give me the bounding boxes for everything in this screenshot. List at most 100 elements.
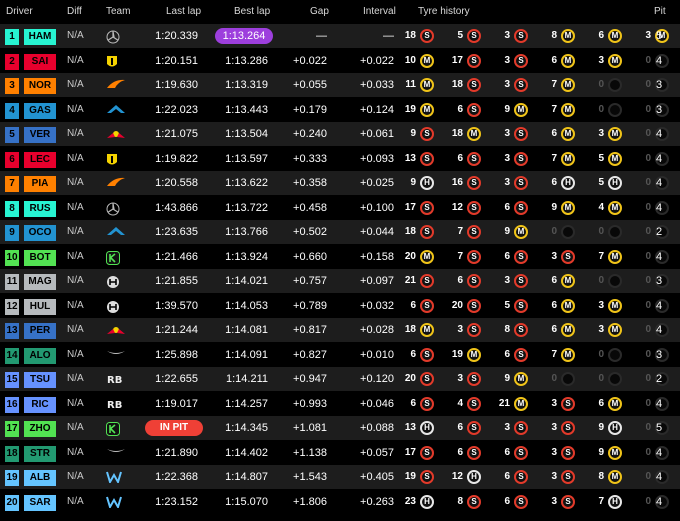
table-row[interactable]: 17 ZHO N/A IN PIT 1:14.345 +1.081 +0.088 13 H 6 S 3…: [0, 416, 680, 440]
table-row[interactable]: 15 TSU N/A RB 1:22.655 1:14.211 +0.947 +0.120 20…: [0, 367, 680, 391]
driver-code[interactable]: GAS: [24, 102, 56, 119]
table-row[interactable]: 2 SAI N/A 1:20.151 1:13.286 +0.022 +0.022 10 M 17…: [0, 48, 680, 73]
diff-value: N/A: [67, 446, 84, 458]
table-row[interactable]: 19 ALB N/A 1:22.368 1:14.807 +1.543 +0.405 19 S 1…: [0, 465, 680, 489]
header-tyre-history[interactable]: Tyre history: [418, 6, 470, 17]
tyre-compound-icon: [608, 225, 622, 239]
driver-code[interactable]: MAG: [24, 274, 56, 290]
driver-code[interactable]: ZHO: [24, 421, 56, 437]
stint-laps: 0: [598, 226, 604, 237]
tyre-compound-icon: H: [420, 176, 434, 190]
tyre-compound-icon: S: [561, 249, 575, 264]
table-row[interactable]: 13 PER N/A 1:21.244 1:14.081 +0.817 +0.028 18 M 3…: [0, 318, 680, 342]
in-pit-badge: IN PIT: [145, 420, 203, 436]
pit-count: 4: [655, 299, 663, 312]
stint-laps: 3: [457, 324, 463, 335]
driver-code[interactable]: SAI: [24, 53, 56, 70]
stint-laps: 6: [551, 299, 557, 311]
driver-code[interactable]: HUL: [24, 298, 56, 315]
stint-laps: 6: [504, 201, 510, 213]
stint-laps: 18: [451, 128, 463, 139]
driver-code[interactable]: BOT: [24, 249, 56, 266]
driver-code[interactable]: VER: [24, 127, 56, 143]
stint-laps: 5: [598, 152, 604, 164]
stint-laps: 18: [404, 324, 416, 335]
table-row[interactable]: 9 OCO N/A 1:23.635 1:13.766 +0.502 +0.044 18 S 7 S…: [0, 220, 680, 244]
stint-laps: 13: [404, 152, 416, 164]
driver-code[interactable]: ALO: [24, 347, 56, 364]
header-team[interactable]: Team: [106, 6, 131, 17]
header-best-lap[interactable]: Best lap: [234, 6, 271, 17]
last-lap-time: 1:22.023: [155, 103, 198, 116]
table-row[interactable]: 4 GAS N/A 1:22.023 1:13.443 +0.179 +0.124 19 M 6 S…: [0, 97, 680, 122]
driver-code[interactable]: OCO: [24, 225, 56, 241]
table-row[interactable]: 3 NOR N/A 1:19.630 1:13.319 +0.055 +0.033 11 M 18…: [0, 73, 680, 97]
tyre-compound-icon: [655, 347, 669, 362]
table-header: Driver Diff Team Last lap Best lap Gap I…: [0, 0, 680, 22]
stint-laps: 3: [551, 495, 557, 507]
header-gap[interactable]: Gap: [310, 6, 329, 17]
tyre-compound-icon: S: [514, 29, 528, 43]
kick-logo-icon: [106, 422, 128, 436]
tyre-compound-icon: S: [467, 298, 481, 313]
stint-laps: 3: [504, 275, 510, 286]
table-row[interactable]: 1 HAM N/A 1:20.339 1:13.264— —18 S 5 S 3 S 8 M 6 M 3 M 5: [0, 24, 680, 48]
pit-count: 4: [655, 201, 663, 214]
driver-code[interactable]: LEC: [24, 151, 56, 168]
driver-code[interactable]: NOR: [24, 78, 56, 94]
table-row[interactable]: 6 LEC N/A 1:19.822 1:13.597 +0.333 +0.093 13 S 6 S…: [0, 146, 680, 171]
tyre-stint: 0: [584, 220, 624, 244]
driver-code[interactable]: RIC: [24, 396, 56, 413]
table-row[interactable]: 8 RUS N/A 1:43.866 1:13.722 +0.458 +0.100 17 S 12…: [0, 195, 680, 220]
header-pit[interactable]: Pit: [654, 6, 666, 17]
driver-code[interactable]: HAM: [24, 29, 56, 45]
header-driver[interactable]: Driver: [6, 6, 33, 17]
gap-value: +0.817: [293, 324, 327, 336]
driver-code[interactable]: RUS: [24, 200, 56, 217]
header-last-lap[interactable]: Last lap: [166, 6, 202, 17]
tyre-stint: 18 M: [396, 318, 436, 342]
driver-code[interactable]: PIA: [24, 176, 56, 192]
driver-code[interactable]: STR: [24, 445, 56, 462]
table-row[interactable]: 7 PIA N/A 1:20.558 1:13.622 +0.358 +0.025 9 H 16 S…: [0, 171, 680, 195]
interval-value: +0.010: [360, 348, 394, 361]
table-row[interactable]: 16 RIC N/A RB 1:19.017 1:14.257 +0.993 +0.046 6 S…: [0, 391, 680, 416]
table-row[interactable]: 18 STR N/A 1:21.890 1:14.402 +1.138 +0.057 17 S 6…: [0, 440, 680, 465]
best-lap-time: 1:14.021: [225, 275, 268, 287]
table-row[interactable]: 5 VER N/A 1:21.075 1:13.504 +0.240 +0.061 9 S 18 M…: [0, 122, 680, 146]
tyre-stint: 19 M: [443, 343, 483, 367]
tyre-compound-icon: M: [467, 127, 481, 141]
driver-code[interactable]: PER: [24, 323, 56, 339]
tyre-compound-icon: M: [608, 470, 622, 484]
stint-laps: 6: [457, 275, 463, 286]
table-row[interactable]: 10 BOT N/A 1:21.466 1:13.924 +0.660 +0.158 20 M 7…: [0, 244, 680, 269]
tyre-compound-icon: [655, 421, 669, 435]
ferrari-logo-icon: [106, 153, 128, 166]
tyre-compound-icon: [655, 127, 669, 141]
table-row[interactable]: 14 ALO N/A 1:25.898 1:14.091 +0.827 +0.010 6 S 19…: [0, 342, 680, 367]
table-row[interactable]: 20 SAR N/A 1:23.152 1:15.070 +1.806 +0.263 23 H 8…: [0, 489, 680, 514]
header-diff[interactable]: Diff: [67, 6, 82, 17]
driver-code[interactable]: TSU: [24, 372, 56, 388]
position-badge: 19: [5, 470, 19, 486]
header-interval[interactable]: Interval: [363, 6, 396, 17]
stint-laps: 3: [504, 79, 510, 90]
stint-laps: 21: [498, 397, 510, 409]
best-lap-time: 1:13.443: [225, 103, 268, 116]
stint-laps: 9: [504, 103, 510, 115]
driver-code[interactable]: SAR: [24, 494, 56, 511]
stint-laps: 23: [404, 495, 416, 507]
table-row[interactable]: 11 MAG N/A 1:21.855 1:14.021 +0.757 +0.097 21 S 6…: [0, 269, 680, 293]
tyre-compound-icon: S: [514, 274, 528, 288]
stint-laps: 0: [645, 422, 651, 433]
table-row[interactable]: 12 HUL N/A 1:39.570 1:14.053 +0.789 +0.032 6 S 20…: [0, 293, 680, 318]
driver-code[interactable]: ALB: [24, 470, 56, 486]
tyre-compound-icon: M: [420, 78, 434, 92]
